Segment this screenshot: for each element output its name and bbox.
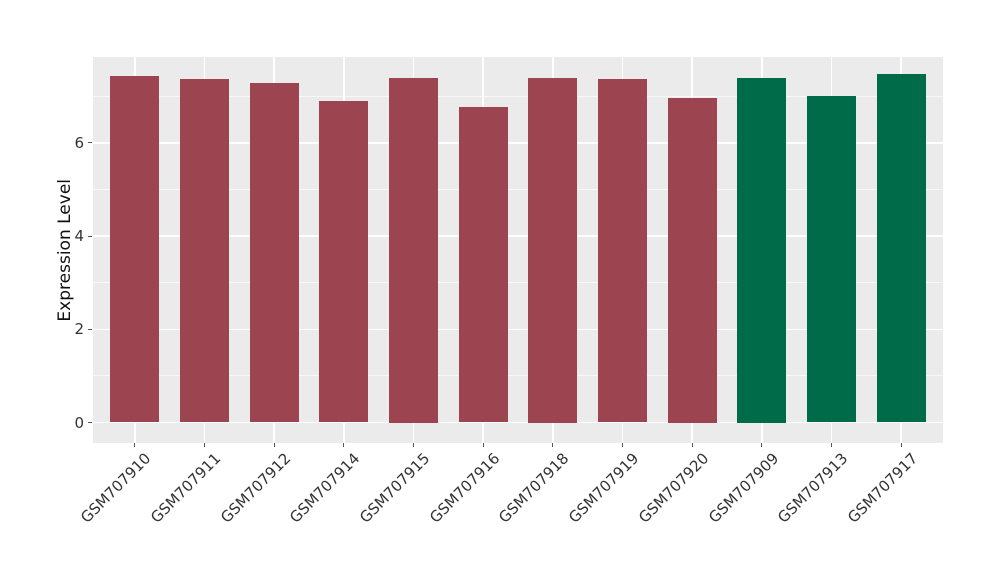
- x-tick-mark: [413, 443, 414, 447]
- bar-GSM707916: [458, 106, 508, 423]
- y-tick-mark: [88, 142, 92, 144]
- x-tick-mark: [134, 443, 136, 447]
- x-tick-label: GSM707912: [216, 449, 295, 527]
- x-tick-label: GSM707918: [495, 449, 573, 527]
- x-tick-mark: [552, 443, 554, 447]
- x-tick-mark: [761, 443, 763, 447]
- bar-GSM707915: [389, 78, 438, 423]
- x-tick-label: GSM707909: [704, 449, 782, 527]
- y-axis-title-text: Expression Level: [55, 178, 75, 322]
- x-tick-label: GSM707919: [565, 449, 643, 527]
- x-tick-mark: [691, 443, 693, 447]
- y-tick-mark: [88, 328, 92, 330]
- x-tick-label: GSM707920: [634, 449, 713, 527]
- major-gridline: [93, 235, 943, 237]
- x-tick-label: GSM707916: [425, 449, 504, 527]
- x-tick-mark: [273, 443, 275, 447]
- major-gridline: [93, 328, 943, 330]
- minor-gridline: [93, 375, 943, 377]
- major-gridline: [93, 142, 943, 144]
- plot-panel: [93, 57, 943, 443]
- x-tick-mark: [204, 443, 205, 447]
- minor-gridline: [93, 95, 943, 97]
- y-tick-label: 4: [74, 227, 84, 245]
- minor-gridline: [93, 188, 943, 190]
- x-tick-label: GSM707910: [77, 449, 155, 527]
- x-tick-label: GSM707914: [286, 449, 364, 527]
- x-tick-label: GSM707915: [356, 449, 434, 527]
- bar-GSM707918: [528, 78, 578, 423]
- y-tick-label: 6: [74, 133, 84, 152]
- bar-GSM707917: [876, 73, 926, 423]
- x-tick-mark: [343, 443, 345, 447]
- y-tick-label: 0: [74, 413, 84, 432]
- bar-GSM707914: [319, 100, 369, 423]
- bar-GSM707919: [598, 78, 647, 423]
- y-tick-label: 2: [74, 320, 84, 339]
- bar-GSM707911: [180, 78, 229, 423]
- bar-GSM707913: [807, 95, 856, 423]
- y-axis-title: Expression Level: [52, 57, 78, 443]
- y-tick-mark: [88, 235, 92, 237]
- x-tick-mark: [622, 443, 623, 447]
- minor-gridline: [93, 282, 943, 284]
- bar-GSM707920: [667, 98, 717, 423]
- major-gridline: [93, 421, 943, 424]
- bar-GSM707909: [737, 77, 787, 423]
- x-tick-label: GSM707913: [774, 449, 852, 527]
- bar-GSM707912: [249, 83, 299, 423]
- x-tick-mark: [482, 443, 484, 447]
- x-tick-mark: [831, 443, 832, 447]
- x-tick-label: GSM707917: [843, 449, 922, 527]
- x-tick-mark: [900, 443, 902, 447]
- bar-GSM707910: [110, 75, 160, 423]
- x-tick-label: GSM707911: [147, 449, 225, 527]
- y-tick-mark: [88, 422, 92, 423]
